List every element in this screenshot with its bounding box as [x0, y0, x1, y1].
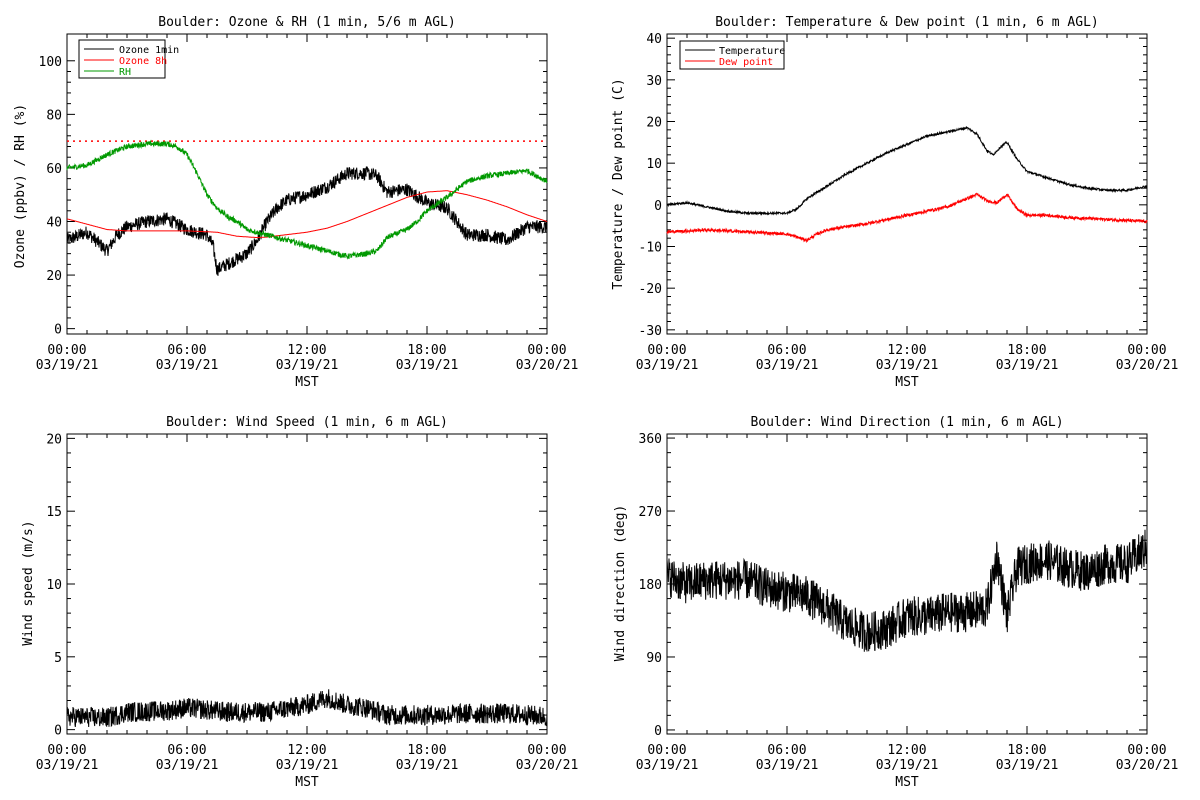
legend-label-temperature: Temperature	[719, 46, 785, 57]
chart-title: Boulder: Temperature & Dew point (1 min,…	[715, 15, 1099, 30]
series-line-series-0	[666, 529, 1148, 652]
x-tick-label-time: 00:00	[527, 343, 566, 358]
chart-title: Boulder: Wind Direction (1 min, 6 m AGL)	[750, 415, 1063, 430]
x-tick-label-date: 03/19/21	[996, 758, 1059, 773]
y-tick-label: 20	[646, 116, 662, 131]
x-tick-label-time: 18:00	[407, 743, 446, 758]
series-line-ozone-8h	[66, 190, 548, 239]
legend-box	[679, 40, 785, 70]
x-tick-label-time: 12:00	[887, 343, 926, 358]
y-axis-label: Temperature / Dew point (C)	[611, 78, 626, 289]
wind-direction-panel: Boulder: Wind Direction (1 min, 6 m AGL)…	[613, 415, 1178, 790]
x-axis-label: MST	[895, 375, 919, 390]
series-line-series-0	[66, 689, 548, 728]
x-tick-label-date: 03/19/21	[396, 358, 459, 373]
y-tick-label: 20	[46, 269, 62, 284]
x-tick-label-time: 18:00	[407, 343, 446, 358]
x-tick-label-time: 12:00	[287, 743, 326, 758]
x-tick-label-time: 00:00	[47, 743, 86, 758]
x-tick-label-time: 00:00	[647, 743, 686, 758]
x-tick-label-date: 03/19/21	[36, 758, 99, 773]
y-tick-label: 40	[46, 216, 62, 231]
y-tick-label: -20	[639, 282, 662, 297]
plot-area	[66, 33, 548, 335]
x-tick-label-date: 03/19/21	[756, 758, 819, 773]
x-tick-label-time: 12:00	[887, 743, 926, 758]
series-line-ozone-1min	[66, 166, 548, 276]
x-tick-label-date: 03/19/21	[756, 358, 819, 373]
y-tick-label: 80	[46, 108, 62, 123]
temperature-panel: Boulder: Temperature & Dew point (1 min,…	[611, 15, 1178, 390]
y-tick-label: 20	[46, 432, 62, 447]
y-tick-label: 10	[646, 157, 662, 172]
x-tick-label-time: 00:00	[527, 743, 566, 758]
x-tick-label-time: 00:00	[1127, 343, 1166, 358]
chart-title: Boulder: Wind Speed (1 min, 6 m AGL)	[166, 415, 448, 430]
x-tick-label-date: 03/19/21	[636, 758, 699, 773]
y-axis-label: Ozone (ppbv) / RH (%)	[13, 104, 28, 268]
x-tick-label-date: 03/20/21	[516, 758, 579, 773]
x-tick-label-date: 03/20/21	[1116, 758, 1179, 773]
x-tick-label-date: 03/19/21	[156, 758, 219, 773]
chart-title: Boulder: Ozone & RH (1 min, 5/6 m AGL)	[158, 15, 455, 30]
x-tick-label-date: 03/20/21	[516, 358, 579, 373]
x-axis-label: MST	[895, 775, 919, 790]
series-line-temperature	[666, 126, 1148, 216]
y-tick-label: 180	[639, 578, 662, 593]
y-tick-label: -10	[639, 241, 662, 256]
x-tick-label-date: 03/19/21	[996, 358, 1059, 373]
x-tick-label-date: 03/19/21	[36, 358, 99, 373]
y-axis-label: Wind direction (deg)	[613, 505, 628, 662]
legend-label-dew-point: Dew point	[719, 57, 773, 68]
x-tick-label-date: 03/19/21	[876, 758, 939, 773]
y-tick-label: -30	[639, 324, 662, 339]
y-tick-label: 60	[46, 162, 62, 177]
y-tick-label: 90	[646, 651, 662, 666]
x-tick-label-time: 18:00	[1007, 743, 1046, 758]
x-tick-label-time: 06:00	[767, 343, 806, 358]
y-tick-label: 15	[46, 505, 62, 520]
x-tick-label-date: 03/20/21	[1116, 358, 1179, 373]
ozone-rh-panel: Boulder: Ozone & RH (1 min, 5/6 m AGL) O…	[13, 15, 578, 390]
x-axis-label: MST	[295, 775, 319, 790]
series-line-rh	[66, 139, 548, 260]
y-tick-label: 270	[639, 505, 662, 520]
y-tick-label: 0	[54, 323, 62, 338]
y-tick-label: 0	[654, 724, 662, 739]
wind-speed-panel: Boulder: Wind Speed (1 min, 6 m AGL) Win…	[21, 415, 578, 790]
legend: Temperature Dew point	[679, 40, 785, 70]
x-tick-label-date: 03/19/21	[156, 358, 219, 373]
legend: Ozone 1min Ozone 8h RH	[78, 39, 179, 79]
x-tick-label-date: 03/19/21	[876, 358, 939, 373]
x-tick-label-date: 03/19/21	[276, 358, 339, 373]
legend-label-ozone-8h: Ozone 8h	[119, 56, 167, 67]
y-tick-label: 40	[646, 32, 662, 47]
series-line-dew-point	[666, 192, 1148, 244]
x-tick-label-time: 00:00	[47, 343, 86, 358]
y-tick-label: 10	[46, 578, 62, 593]
x-tick-label-time: 06:00	[167, 343, 206, 358]
y-tick-label: 100	[39, 55, 62, 70]
x-tick-label-time: 00:00	[647, 343, 686, 358]
y-axis-label: Wind speed (m/s)	[21, 520, 36, 645]
x-tick-label-time: 00:00	[1127, 743, 1166, 758]
x-axis-label: MST	[295, 375, 319, 390]
legend-label-rh: RH	[119, 67, 131, 78]
y-tick-label: 0	[654, 199, 662, 214]
x-tick-label-date: 03/19/21	[276, 758, 339, 773]
x-tick-label-time: 12:00	[287, 343, 326, 358]
y-tick-label: 360	[639, 432, 662, 447]
x-tick-label-date: 03/19/21	[636, 358, 699, 373]
y-tick-label: 0	[54, 724, 62, 739]
y-tick-label: 30	[646, 74, 662, 89]
x-tick-label-time: 06:00	[167, 743, 206, 758]
y-tick-label: 5	[54, 651, 62, 666]
x-tick-label-time: 06:00	[767, 743, 806, 758]
x-tick-label-time: 18:00	[1007, 343, 1046, 358]
legend-label-ozone-1min: Ozone 1min	[119, 45, 179, 56]
legend-box	[78, 39, 166, 79]
x-tick-label-date: 03/19/21	[396, 758, 459, 773]
plot-area	[66, 433, 548, 735]
